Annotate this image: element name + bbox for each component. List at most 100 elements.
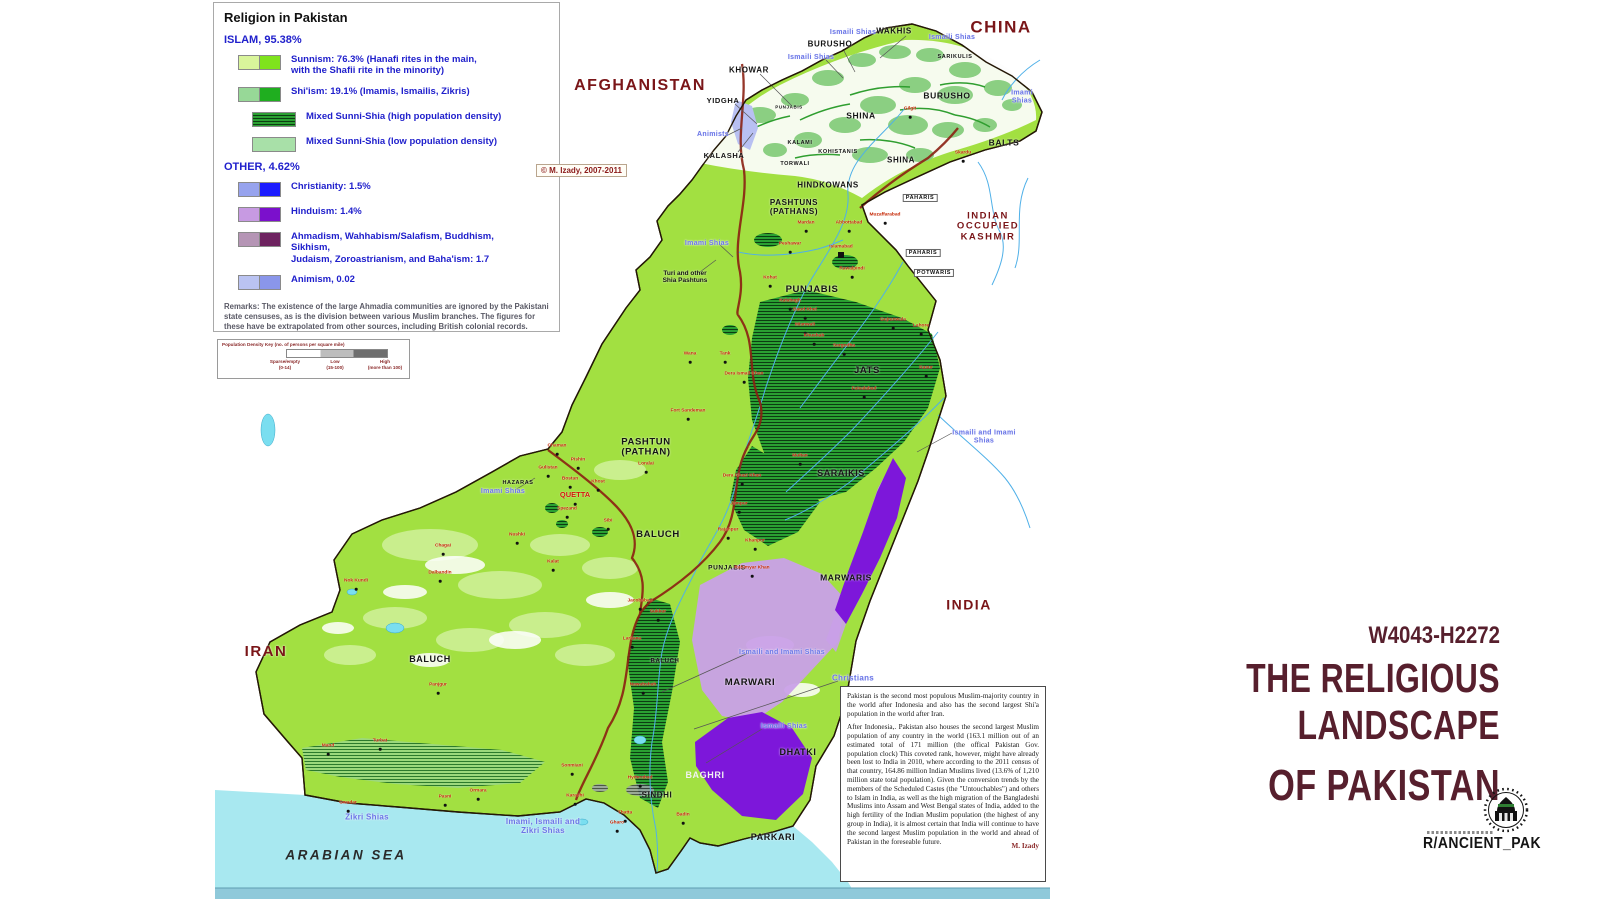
legend-row: Christianity: 1.5% (238, 181, 535, 197)
city-marker (641, 691, 645, 695)
city-label: Sukkur (649, 609, 667, 615)
city-label: Multan (792, 453, 808, 459)
city-marker (726, 536, 730, 540)
city-marker (623, 819, 627, 823)
country-label: INDIA (946, 596, 992, 613)
city-marker (750, 574, 754, 578)
city-label: Peshawar (778, 241, 802, 247)
page-title-line2: OF PAKISTAN (1268, 761, 1500, 810)
city-marker (555, 452, 559, 456)
city-marker (803, 331, 807, 335)
ethnic-region-label: BALUCH (636, 528, 680, 540)
branding-caption (1427, 831, 1493, 834)
ethnic-region-label: DHATKI (779, 747, 817, 758)
info-paragraph-1: Pakistan is the second most populous Mus… (847, 692, 1039, 718)
legend-swatch (252, 136, 296, 152)
city-label: Muzaffarabad (869, 212, 901, 218)
mixed-high-density-zones (302, 233, 940, 808)
city-label: Gharo (609, 820, 625, 826)
city-label: Turbat (372, 738, 388, 744)
city-label: Nok Kundi (344, 578, 368, 584)
legend-label: Hinduism: 1.4% (291, 205, 362, 217)
ethnic-region-label: JATS (854, 364, 880, 376)
country-label: CHINA (970, 17, 1032, 37)
city-label: Nushki (509, 532, 525, 538)
city-marker (441, 552, 445, 556)
city-marker (443, 803, 447, 807)
legend-row: Mixed Sunni-Shia (high population densit… (252, 111, 535, 127)
city-label: Pishin (570, 457, 586, 463)
label-connectors (514, 35, 953, 764)
religious-community-label: Ismaili Shias (829, 29, 877, 37)
religious-community-label: Imami Shias (1011, 89, 1033, 104)
legend-label: Ahmadism, Wahhabism/Salafism, Buddhism, … (291, 230, 494, 265)
city-label: Nawabshah (629, 682, 657, 688)
ethnic-region-label: PASHTUN (PATHAN) (621, 436, 671, 458)
city-marker (644, 470, 648, 474)
city-marker (326, 752, 330, 756)
city-marker (568, 485, 572, 489)
city-label: Hyderabad (627, 775, 653, 781)
city-marker (546, 474, 550, 478)
city-marker (812, 342, 816, 346)
city-label: Dera Ghazi Khan (722, 473, 762, 479)
ethnic-region-label: PAHARIS (905, 248, 941, 258)
city-label: Chaman (547, 443, 567, 449)
city-label: Kalabagh (779, 298, 801, 304)
city-label: Gilgit (903, 106, 917, 112)
city-marker (919, 332, 923, 336)
city-marker (565, 515, 569, 519)
ethnic-region-label: TORWALI (780, 160, 810, 167)
city-label: Lahore (913, 323, 929, 329)
city-marker (576, 466, 580, 470)
city-marker (354, 587, 358, 591)
city-marker (753, 547, 757, 551)
city-label: Kasur (919, 365, 933, 371)
ethnic-region-label: BAGHRI (685, 770, 725, 781)
city-marker (798, 462, 802, 466)
city-marker (847, 229, 851, 233)
city-marker (688, 360, 692, 364)
city-label: Larkana (622, 636, 642, 642)
city-label: Pasni (438, 794, 452, 800)
city-label: Gwadar (339, 800, 357, 806)
city-label: Tank (719, 351, 731, 357)
city-label: Dalbandin (428, 570, 452, 576)
city-marker (438, 579, 442, 583)
ethnic-region-label: YIDGHA (706, 95, 740, 105)
ethnic-region-label: PASHTUNS (PATHANS) (769, 198, 819, 216)
city-label: Skardu (954, 150, 972, 156)
city-label: Thatta (617, 810, 633, 816)
city-label: Jacobabad (627, 598, 653, 604)
city-marker (630, 645, 634, 649)
country-label: AFGHANISTAN (574, 77, 706, 95)
city-marker (596, 488, 600, 492)
legend-row: Ahmadism, Wahhabism/Salafism, Buddhism, … (238, 231, 535, 265)
religious-community-label: Ismaili Shias (787, 54, 835, 62)
density-key-stop: Low (15-100) (326, 359, 344, 370)
city-marker (476, 797, 480, 801)
city-marker (638, 784, 642, 788)
city-label: Dera Ismail Khan (724, 371, 764, 377)
city-label: Mardan (797, 220, 815, 226)
country-label: INDIAN OCCUPIED KASHMIR (956, 210, 1020, 243)
country-label: IRAN (244, 642, 288, 660)
info-text-box: Pakistan is the second most populous Mus… (840, 686, 1046, 882)
ethnic-region-label: SINDHI (641, 790, 673, 800)
legend-swatch (238, 181, 281, 197)
city-marker (686, 417, 690, 421)
legend-box: Religion in Pakistan ISLAM, 95.38% Sunni… (213, 2, 560, 332)
city-label: Khanpur (745, 538, 765, 544)
city-label: Karachi (566, 793, 584, 799)
city-label: Badin (676, 812, 690, 818)
legend-islam-header: ISLAM, 95.38% (224, 34, 302, 46)
ethnic-region-label: BALTS (988, 137, 1020, 148)
city-label: Faisalabad (851, 386, 877, 392)
ethnic-region-label: BALUCH (409, 654, 451, 665)
city-label: Kohat (763, 275, 777, 281)
city-marker (656, 618, 660, 622)
density-key-box: Population Density Key (no. of persons p… (217, 339, 410, 379)
legend-label: Sunnism: 76.3% (Hanafi rites in the main… (291, 54, 477, 77)
ethnic-region-label: BURUSHO (923, 90, 971, 101)
